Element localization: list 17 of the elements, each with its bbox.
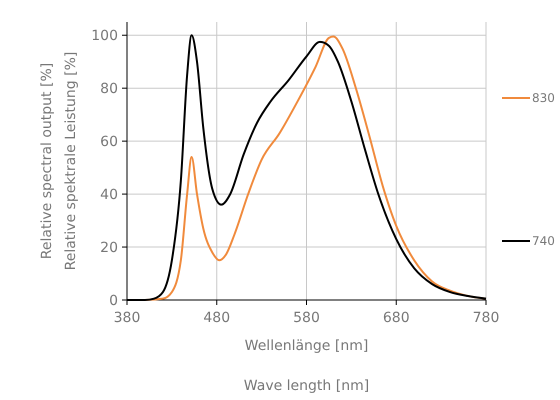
y-tick-label: 40: [100, 186, 118, 203]
x-axis-title: Wellenlänge [nm]: [244, 338, 368, 354]
legend-label: 830: [532, 91, 555, 106]
y-tick-label: 80: [100, 81, 118, 98]
x-tick-label: 480: [203, 310, 230, 326]
x-tick-label: 580: [293, 310, 320, 326]
x-tick-label: 680: [382, 310, 410, 326]
y-tick-label: 60: [100, 134, 118, 150]
text: Wave length [nm]: [244, 378, 370, 394]
y-axis-title: Relative spektrale Leistung [%]: [63, 52, 79, 270]
y-tick-label: 20: [100, 240, 118, 256]
y-tick-label: 0: [109, 292, 118, 309]
y-tick-label: 100: [91, 28, 118, 44]
legend-label: 740: [532, 234, 555, 248]
text: Relative spectral output [%]: [39, 62, 55, 260]
x-tick-label: 380: [114, 310, 140, 326]
x-tick-label: 780: [472, 310, 500, 326]
